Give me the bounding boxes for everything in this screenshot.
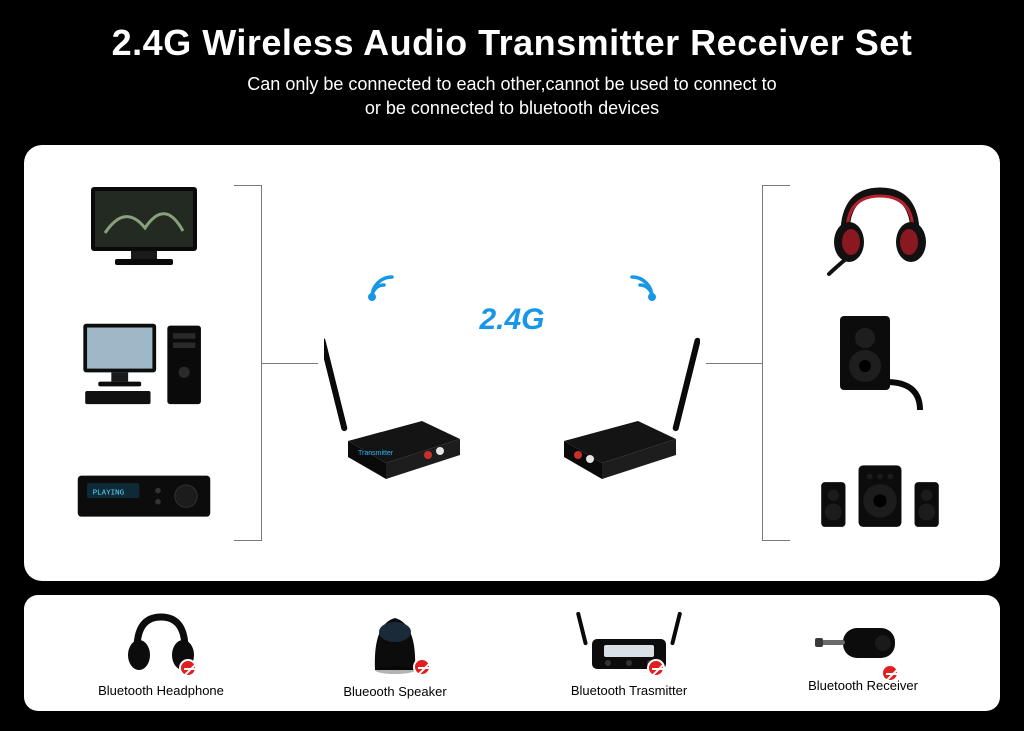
prohibited-badge-icon	[647, 659, 665, 677]
wireless-protocol-label: 2.4G	[479, 303, 544, 337]
svg-text:PLAYING: PLAYING	[93, 487, 125, 496]
wall-speaker-icon	[810, 308, 950, 418]
incompat-label: Blueooth Speaker	[343, 684, 446, 699]
output-devices-column	[800, 173, 960, 553]
page-title: 2.4G Wireless Audio Transmitter Receiver…	[20, 22, 1004, 64]
prohibited-badge-icon	[413, 658, 431, 676]
incompat-label: Bluetooth Receiver	[808, 678, 918, 693]
tv-icon	[74, 173, 214, 283]
connection-diagram-panel: PLAYING Transmitter	[24, 145, 1000, 581]
right-bracket	[762, 185, 790, 541]
incompat-bt-receiver: Bluetooth Receiver	[763, 612, 963, 693]
incompat-label: Bluetooth Headphone	[98, 683, 224, 698]
incompat-bt-speaker: Blueooth Speaker	[295, 606, 495, 699]
source-devices-column: PLAYING	[64, 173, 224, 553]
prohibited-badge-icon	[881, 664, 899, 682]
incompat-label: Bluetooth Trasmitter	[571, 683, 687, 698]
incompatible-devices-panel: Bluetooth Headphone Blueooth Speaker Blu…	[24, 595, 1000, 711]
incompat-bt-transmitter: Bluetooth Trasmitter	[529, 607, 729, 698]
av-receiver-icon: PLAYING	[74, 443, 214, 553]
transmitter-unit: Transmitter	[324, 335, 464, 485]
bt-receiver-icon	[813, 612, 913, 672]
bt-transmitter-icon	[574, 607, 684, 677]
speaker-set-icon	[810, 443, 950, 553]
svg-text:Transmitter: Transmitter	[358, 450, 394, 457]
prohibited-badge-icon	[179, 659, 197, 677]
header: 2.4G Wireless Audio Transmitter Receiver…	[0, 0, 1024, 131]
page-subtitle: Can only be connected to each other,cann…	[20, 72, 1004, 121]
receiver-unit	[560, 335, 700, 485]
subtitle-line2: or be connected to bluetooth devices	[365, 98, 659, 118]
left-bracket	[234, 185, 262, 541]
incompat-bt-headphone: Bluetooth Headphone	[61, 607, 261, 698]
subtitle-line1: Can only be connected to each other,cann…	[247, 74, 776, 94]
gaming-headset-icon	[810, 173, 950, 283]
wireless-signal-tx-icon	[364, 269, 400, 310]
wireless-signal-rx-icon	[624, 269, 660, 310]
desktop-pc-icon	[74, 308, 214, 418]
